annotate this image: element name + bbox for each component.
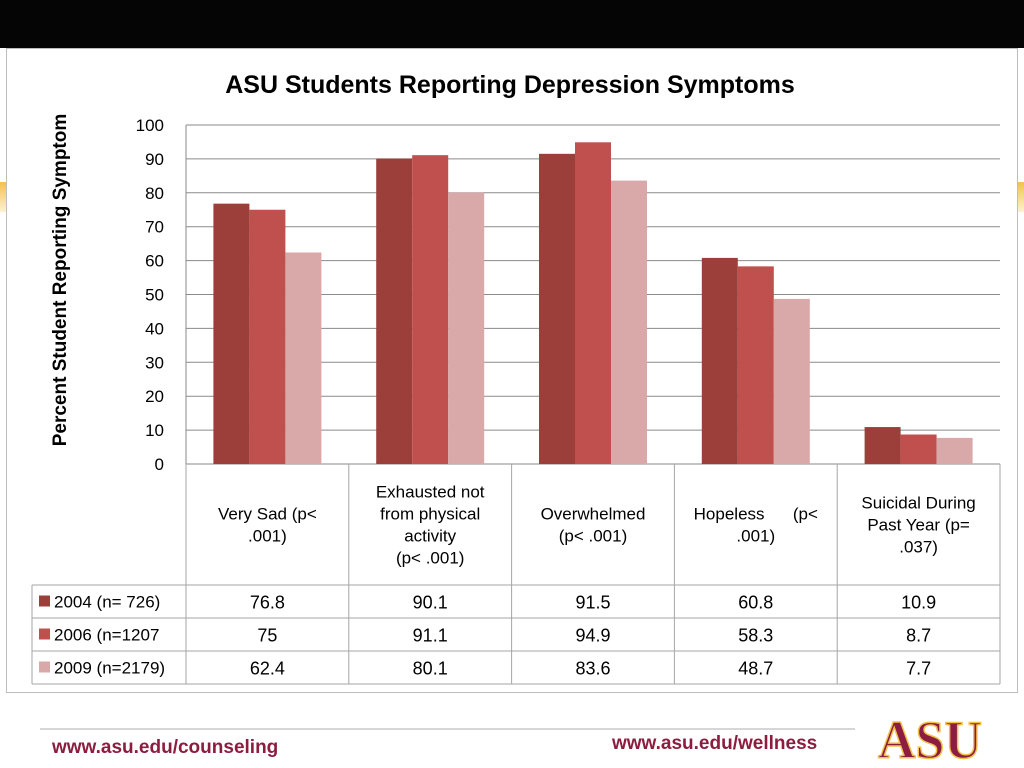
- bar: [936, 437, 973, 464]
- counseling-link[interactable]: www.asu.edu/counseling: [52, 737, 279, 758]
- y-axis-label: Percent Student Reporting Symptom: [50, 114, 71, 447]
- legend-key: [39, 628, 50, 640]
- category-label: Exhausted not: [376, 483, 485, 502]
- data-value: 83.6: [575, 659, 610, 679]
- category-label: from physical: [380, 505, 480, 524]
- bar: [701, 257, 738, 464]
- legend-key: [39, 595, 50, 607]
- y-tick-label: 90: [145, 150, 164, 169]
- data-value: 62.4: [250, 659, 285, 679]
- chart: ASU Students Reporting Depression Sympto…: [31, 71, 1001, 685]
- y-tick-label: 30: [145, 353, 164, 372]
- bar: [539, 153, 575, 464]
- y-tick-label: 20: [145, 387, 164, 406]
- category-label: (p< .001): [396, 549, 465, 568]
- asu-logo: ASU: [877, 710, 983, 766]
- bar: [249, 209, 286, 464]
- bar: [611, 180, 647, 464]
- category-label: .001): [736, 527, 775, 546]
- category-label: .037): [899, 538, 938, 557]
- category-label: .001): [248, 527, 287, 546]
- data-value: 7.7: [906, 659, 931, 679]
- data-value: 91.5: [575, 593, 610, 613]
- category-label: Suicidal During: [861, 494, 975, 513]
- bar: [773, 298, 810, 464]
- bar: [737, 266, 774, 464]
- y-tick-label: 0: [155, 455, 164, 474]
- data-value: 94.9: [575, 626, 610, 646]
- category-label: activity: [404, 527, 456, 546]
- left-gold-accent: [0, 182, 8, 212]
- bar: [864, 427, 901, 464]
- category-label: Very Sad (p<: [218, 505, 317, 524]
- data-value: 90.1: [413, 593, 448, 613]
- bar: [285, 252, 322, 464]
- data-value: 76.8: [250, 593, 285, 613]
- footer-divider: [40, 728, 855, 730]
- wellness-link[interactable]: www.asu.edu/wellness: [612, 733, 818, 754]
- data-value: 48.7: [738, 659, 773, 679]
- data-value: 58.3: [738, 626, 773, 646]
- bar: [575, 142, 611, 464]
- top-bar: [0, 0, 1024, 48]
- data-value: 8.7: [906, 626, 931, 646]
- category-label: (p< .001): [559, 527, 628, 546]
- y-tick-label: 60: [145, 252, 164, 271]
- y-tick-label: 40: [145, 319, 164, 338]
- svg-text:ASU: ASU: [878, 710, 982, 766]
- y-tick-label: 80: [145, 184, 164, 203]
- data-value: 91.1: [413, 626, 448, 646]
- category-label: Hopeless (p<: [694, 505, 818, 524]
- category-label: Past Year (p=: [867, 516, 970, 535]
- series-name: 2006 (n=1207: [54, 626, 159, 645]
- data-value: 10.9: [901, 593, 936, 613]
- bar: [376, 158, 413, 464]
- bar: [213, 203, 250, 464]
- data-value: 75: [257, 626, 277, 646]
- y-tick-label: 10: [145, 421, 164, 440]
- category-label: Overwhelmed: [541, 505, 646, 524]
- legend-key: [39, 661, 50, 673]
- bar: [448, 192, 485, 464]
- series-name: 2009 (n=2179): [54, 659, 165, 678]
- y-tick-label: 100: [136, 116, 164, 135]
- bar: [412, 155, 449, 464]
- y-tick-label: 50: [145, 286, 164, 305]
- series-name: 2004 (n= 726): [54, 593, 160, 612]
- data-value: 80.1: [413, 659, 448, 679]
- data-value: 60.8: [738, 593, 773, 613]
- y-tick-label: 70: [145, 218, 164, 237]
- chart-title: ASU Students Reporting Depression Sympto…: [225, 71, 795, 99]
- bar: [900, 434, 937, 464]
- right-gold-accent: [1016, 182, 1024, 212]
